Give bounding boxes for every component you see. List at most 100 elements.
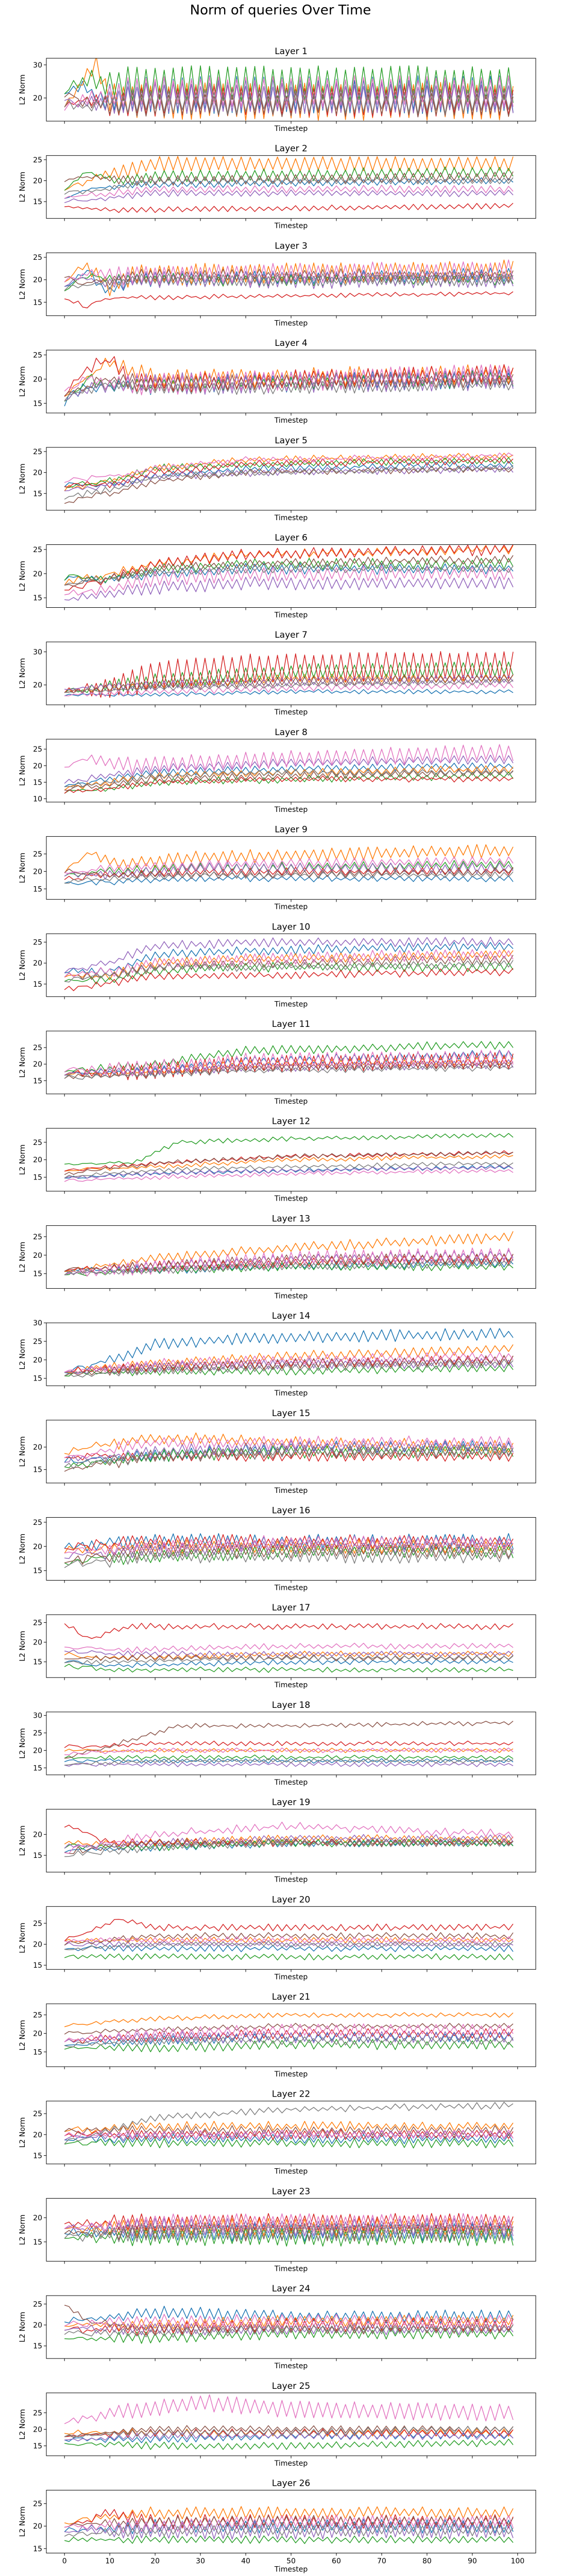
y-tick-label: 15 xyxy=(33,2152,42,2160)
series-line xyxy=(64,1721,514,1759)
series-line xyxy=(64,1940,514,1951)
series-line xyxy=(64,754,514,784)
y-tick-label: 20 xyxy=(33,276,42,285)
series-group xyxy=(64,2506,514,2544)
panel-title: Layer 13 xyxy=(272,1214,310,1224)
y-axis-label: L2 Norm xyxy=(19,1339,27,1369)
y-tick-label: 15 xyxy=(33,778,42,787)
series-line xyxy=(64,452,514,483)
series-line xyxy=(64,464,514,492)
x-tick-label: 60 xyxy=(332,2557,341,2566)
series-line xyxy=(64,203,514,213)
plot-frame xyxy=(46,2003,536,2067)
plot-frame xyxy=(46,1420,536,1484)
y-axis-label: L2 Norm xyxy=(19,1825,27,1856)
chart-panel: Layer 3 L2 Norm Timestep 15 20 25 xyxy=(19,241,536,327)
x-axis-label: Timestep xyxy=(274,319,308,327)
y-tick-label: 25 xyxy=(33,2110,42,2118)
plot-frame xyxy=(46,1225,536,1289)
series-line xyxy=(64,1050,514,1077)
panel-title: Layer 19 xyxy=(272,1798,310,1808)
x-tick-label: 10 xyxy=(105,2557,114,2566)
series-line xyxy=(64,171,514,186)
series-line xyxy=(64,871,514,884)
x-tick-label: 90 xyxy=(468,2557,477,2566)
y-tick-label: 20 xyxy=(33,2131,42,2139)
panel-title: Layer 15 xyxy=(272,1408,310,1419)
panel-title: Layer 26 xyxy=(272,2479,310,2489)
y-axis-label: L2 Norm xyxy=(19,74,27,105)
series-line xyxy=(64,867,514,879)
chart-panel: Layer 9 L2 Norm Timestep 15 20 25 xyxy=(19,825,536,911)
x-axis-label: Timestep xyxy=(274,806,308,814)
series-group xyxy=(64,544,514,601)
y-tick-label: 20 xyxy=(33,762,42,770)
plot-frame xyxy=(46,836,536,900)
series-line xyxy=(64,75,514,111)
series-line xyxy=(64,1041,514,1073)
series-group xyxy=(64,1432,514,1472)
panels: Layer 1 L2 Norm Timestep 20 30 Layer 2 L2 Norm… xyxy=(19,46,536,2574)
series-line xyxy=(64,1258,514,1275)
plot-frame xyxy=(46,1031,536,1094)
series-line xyxy=(64,2039,514,2053)
plot-frame xyxy=(46,1322,536,1386)
series-line xyxy=(64,856,514,874)
series-line xyxy=(64,954,514,980)
y-tick-label: 15 xyxy=(33,1466,42,1474)
x-axis-label: Timestep xyxy=(274,903,308,911)
series-group xyxy=(64,259,514,309)
x-axis-label: Timestep xyxy=(274,2168,308,2176)
y-axis-label: L2 Norm xyxy=(19,1436,27,1467)
series-line xyxy=(64,166,514,191)
series-line xyxy=(64,259,514,286)
chart-panel: Layer 13 L2 Norm Timestep 15 20 25 xyxy=(19,1214,536,1300)
series-line xyxy=(64,660,514,693)
x-tick-label: 0 xyxy=(62,2557,67,2566)
series-group xyxy=(64,1133,514,1182)
x-axis-label: Timestep xyxy=(274,2265,308,2273)
series-line xyxy=(64,744,514,775)
panel-title: Layer 6 xyxy=(275,533,308,543)
y-tick-label: 25 xyxy=(33,156,42,164)
x-axis-label: Timestep xyxy=(274,222,308,230)
plot-frame xyxy=(46,2490,536,2553)
figure-title: Norm of queries Over Time xyxy=(190,3,371,18)
series-line xyxy=(64,1060,514,1079)
series-line xyxy=(64,2425,514,2437)
y-tick-label: 20 xyxy=(33,469,42,477)
series-line xyxy=(64,968,514,991)
y-tick-label: 15 xyxy=(33,490,42,498)
series-line xyxy=(64,92,514,118)
series-line xyxy=(64,2137,514,2149)
series-line xyxy=(64,1761,514,1768)
series-line xyxy=(64,769,514,791)
series-group xyxy=(64,156,514,213)
y-axis-label: L2 Norm xyxy=(19,2215,27,2245)
series-line xyxy=(64,1539,514,1560)
panel-title: Layer 14 xyxy=(272,1311,310,1321)
series-line xyxy=(64,2432,514,2441)
series-line xyxy=(64,678,514,693)
plot-frame xyxy=(46,2198,536,2262)
y-tick-label: 20 xyxy=(33,1060,42,1069)
x-tick-label: 100 xyxy=(511,2557,524,2566)
series-line xyxy=(64,1747,514,1755)
series-line xyxy=(64,2394,514,2424)
y-tick-label: 25 xyxy=(33,1519,42,1527)
series-line xyxy=(64,464,514,500)
y-tick-label: 15 xyxy=(33,198,42,206)
panel-title: Layer 24 xyxy=(272,2284,310,2294)
series-line xyxy=(64,1622,514,1639)
series-line xyxy=(64,1945,514,1952)
y-tick-label: 25 xyxy=(33,1619,42,1627)
y-tick-label: 20 xyxy=(33,2030,42,2038)
y-tick-label: 20 xyxy=(33,94,42,103)
y-tick-label: 15 xyxy=(33,1077,42,1085)
series-line xyxy=(64,564,514,586)
series-line xyxy=(64,651,514,698)
y-tick-label: 30 xyxy=(33,1319,42,1327)
series-line xyxy=(64,189,514,203)
y-tick-label: 20 xyxy=(33,1639,42,1647)
